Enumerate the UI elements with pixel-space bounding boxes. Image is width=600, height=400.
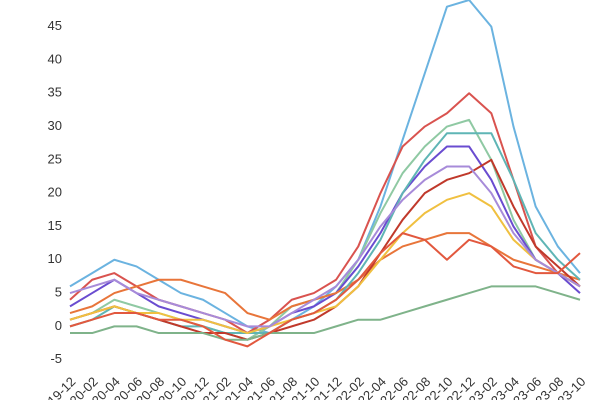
series-line [69,132,581,335]
y-tick-label: 45 [48,18,62,33]
y-tick-label: 25 [48,151,62,166]
y-tick-label: -5 [50,351,62,366]
series-line [69,165,581,328]
series-line [69,192,581,335]
series-line [69,145,581,335]
y-tick-label: 10 [48,251,62,266]
y-tick-label: 5 [55,285,62,300]
y-tick-label: 0 [55,318,62,333]
series-line [69,92,581,335]
y-tick-label: 35 [48,85,62,100]
y-tick-label: 20 [48,185,62,200]
y-tick-label: 15 [48,218,62,233]
y-tick-label: 30 [48,118,62,133]
y-tick-label: 40 [48,51,62,66]
series-line [70,285,581,341]
series-line [69,232,581,348]
